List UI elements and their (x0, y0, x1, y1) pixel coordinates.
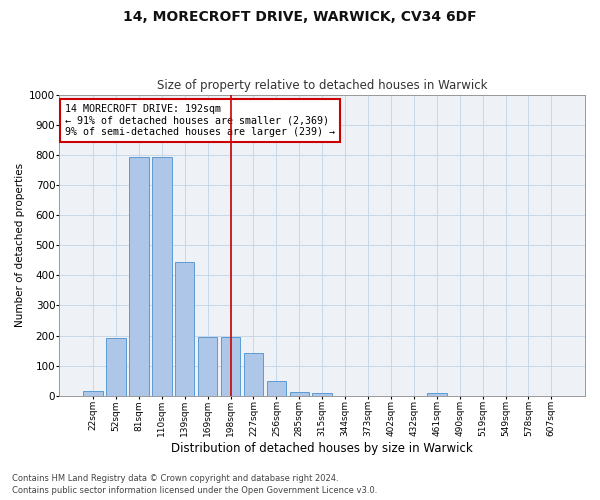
Bar (427, 393, 446, 396)
Bar (266, 382, 286, 396)
Bar (83, 392, 103, 396)
Title: Size of property relative to detached houses in Warwick: Size of property relative to detached ho… (157, 79, 487, 92)
Y-axis label: Number of detached properties: Number of detached properties (15, 163, 25, 328)
X-axis label: Distribution of detached houses by size in Warwick: Distribution of detached houses by size … (172, 442, 473, 455)
Text: Contains HM Land Registry data © Crown copyright and database right 2024.
Contai: Contains HM Land Registry data © Crown c… (12, 474, 377, 495)
Bar (244, 353, 263, 396)
Bar (106, 338, 126, 396)
Bar (152, 157, 172, 396)
Text: 14 MORECROFT DRIVE: 192sqm
← 91% of detached houses are smaller (2,369)
9% of se: 14 MORECROFT DRIVE: 192sqm ← 91% of deta… (65, 104, 335, 137)
Text: 14, MORECROFT DRIVE, WARWICK, CV34 6DF: 14, MORECROFT DRIVE, WARWICK, CV34 6DF (123, 10, 477, 24)
Bar (129, 157, 149, 396)
Bar (290, 392, 309, 396)
Bar (198, 336, 217, 396)
Bar (313, 393, 332, 396)
Bar (175, 262, 194, 396)
Bar (221, 336, 241, 396)
